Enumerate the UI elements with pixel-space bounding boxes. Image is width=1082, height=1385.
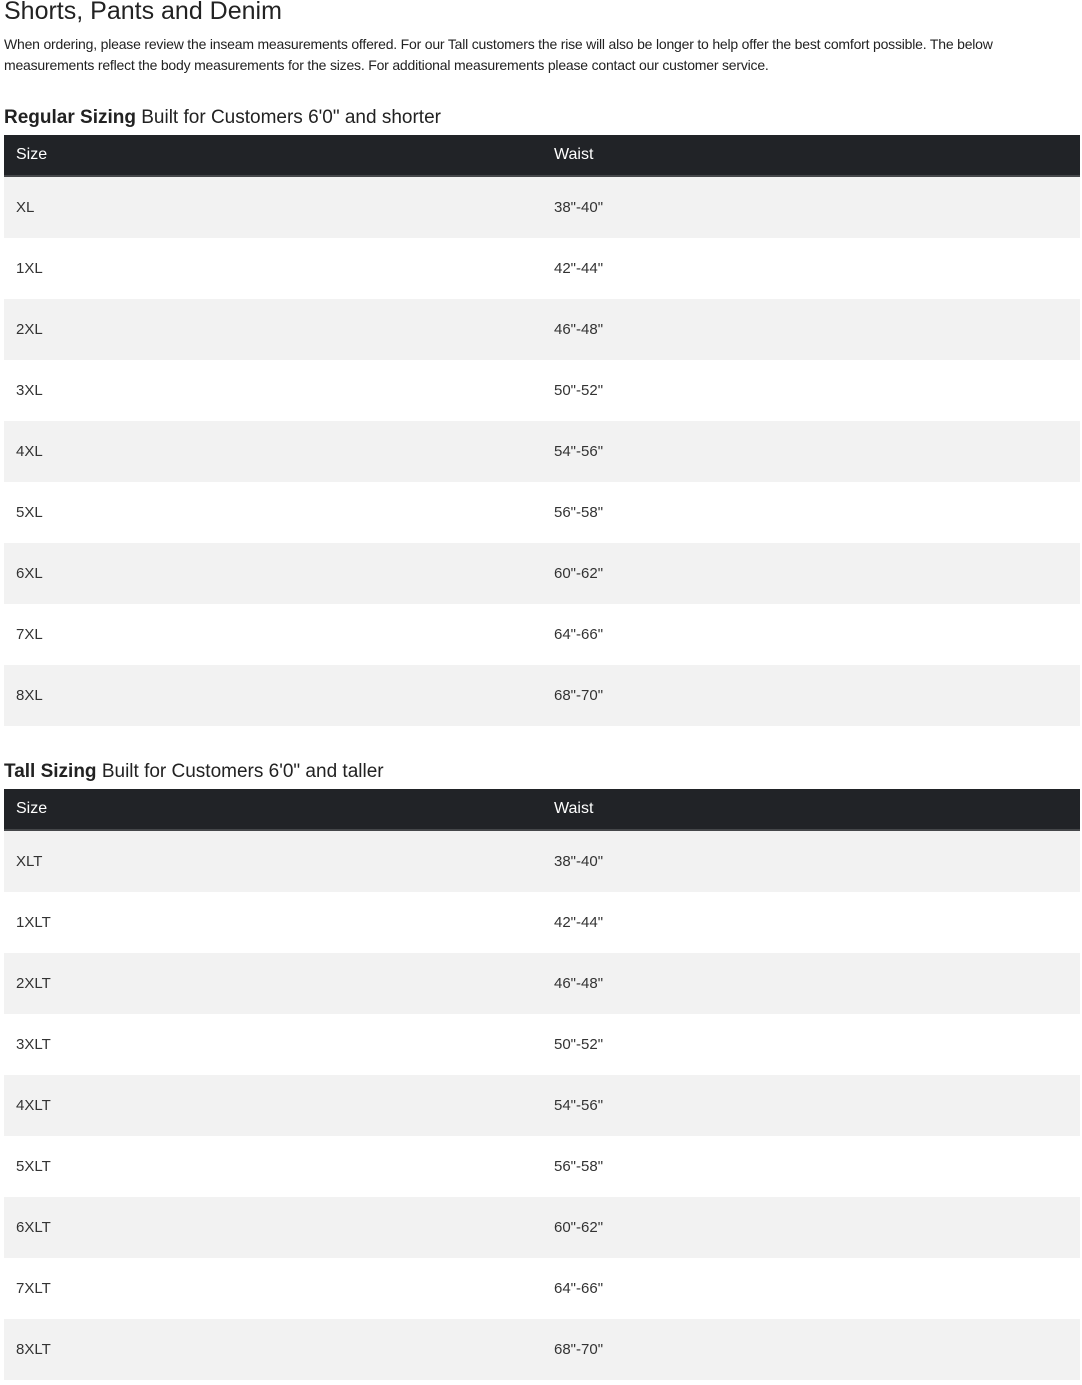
- size-cell: 5XL: [16, 504, 43, 521]
- table-row: 1XLT 42"-44": [4, 892, 1080, 953]
- waist-cell: 46"-48": [542, 299, 1080, 360]
- regular-size-table: Size Waist XL 38"-40" 1XL 42"-44" 2XL 46"-48"…: [4, 135, 1080, 726]
- column-header-size: Size: [4, 789, 542, 831]
- size-cell: 4XLT: [4, 1075, 542, 1136]
- size-cell: 8XLT: [4, 1319, 542, 1380]
- waist-cell: 64"-66": [554, 1280, 604, 1297]
- table-header-row: Size Waist: [4, 789, 1080, 831]
- intro-text: When ordering, please review the inseam …: [4, 36, 993, 73]
- waist-cell: 46"-48": [542, 953, 1080, 1014]
- size-cell: 6XL: [4, 543, 542, 604]
- waist-cell: 42"-44": [554, 914, 604, 931]
- table-row: 5XL 56"-58": [4, 482, 1080, 543]
- table-row: 8XLT 68"-70": [4, 1319, 1080, 1380]
- waist-cell: 56"-58": [554, 1158, 604, 1175]
- table-header-row: Size Waist: [4, 135, 1080, 177]
- size-cell: 3XL: [16, 382, 43, 399]
- column-header-waist: Waist: [542, 135, 1080, 177]
- table-row: 4XLT 54"-56": [4, 1075, 1080, 1136]
- column-header-size: Size: [4, 135, 542, 177]
- table-row: 6XLT 60"-62": [4, 1197, 1080, 1258]
- table-row: XL 38"-40": [4, 176, 1080, 238]
- size-cell: XL: [4, 176, 542, 238]
- table-row: 4XL 54"-56": [4, 421, 1080, 482]
- section-title: Regular Sizing Built for Customers 6'0" …: [4, 107, 441, 128]
- waist-cell: 54"-56": [542, 421, 1080, 482]
- tall-sizing-section: Tall Sizing Built for Customers 6'0" and…: [4, 760, 1080, 1380]
- waist-cell: 54"-56": [542, 1075, 1080, 1136]
- waist-cell: 60"-62": [542, 543, 1080, 604]
- waist-cell: 56"-58": [554, 504, 604, 521]
- table-row: 6XL 60"-62": [4, 543, 1080, 604]
- table-row: 8XL 68"-70": [4, 665, 1080, 726]
- table-row: 3XL 50"-52": [4, 360, 1080, 421]
- waist-cell: 50"-52": [554, 382, 604, 399]
- size-cell: 3XLT: [16, 1036, 51, 1053]
- waist-cell: 42"-44": [554, 260, 604, 277]
- waist-cell: 50"-52": [554, 1036, 604, 1053]
- waist-cell: 38"-40": [542, 176, 1080, 238]
- size-cell: 1XL: [16, 260, 43, 277]
- table-row: 7XL 64"-66": [4, 604, 1080, 665]
- waist-cell: 68"-70": [542, 665, 1080, 726]
- section-title: Tall Sizing Built for Customers 6'0" and…: [4, 761, 384, 782]
- size-cell: XLT: [4, 830, 542, 892]
- regular-sizing-section: Regular Sizing Built for Customers 6'0" …: [4, 106, 1080, 726]
- table-row: 5XLT 56"-58": [4, 1136, 1080, 1197]
- table-row: 1XL 42"-44": [4, 238, 1080, 299]
- size-cell: 8XL: [4, 665, 542, 726]
- table-row: 2XLT 46"-48": [4, 953, 1080, 1014]
- size-cell: 2XL: [4, 299, 542, 360]
- page-title: Shorts, Pants and Denim: [4, 0, 282, 25]
- size-cell: 5XLT: [16, 1158, 51, 1175]
- size-cell: 2XLT: [4, 953, 542, 1014]
- size-cell: 6XLT: [4, 1197, 542, 1258]
- table-row: 2XL 46"-48": [4, 299, 1080, 360]
- waist-cell: 38"-40": [542, 830, 1080, 892]
- tall-size-table: Size Waist XLT 38"-40" 1XLT 42"-44" 2XLT 46"-…: [4, 789, 1080, 1380]
- size-cell: 1XLT: [16, 914, 51, 931]
- table-row: 7XLT 64"-66": [4, 1258, 1080, 1319]
- waist-cell: 60"-62": [542, 1197, 1080, 1258]
- table-row: 3XLT 50"-52": [4, 1014, 1080, 1075]
- size-cell: 4XL: [4, 421, 542, 482]
- size-cell: 7XLT: [16, 1280, 51, 1297]
- waist-cell: 64"-66": [554, 626, 604, 643]
- waist-cell: 68"-70": [542, 1319, 1080, 1380]
- column-header-waist: Waist: [542, 789, 1080, 831]
- table-row: XLT 38"-40": [4, 830, 1080, 892]
- size-cell: 7XL: [16, 626, 43, 643]
